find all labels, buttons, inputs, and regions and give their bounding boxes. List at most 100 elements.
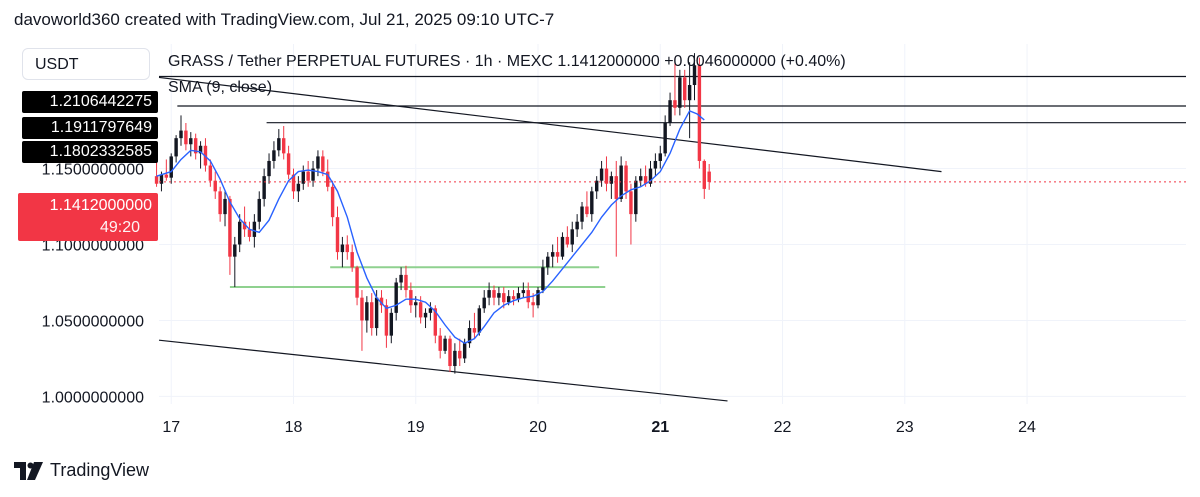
candle-body <box>497 293 501 298</box>
x-tick-label: 23 <box>896 419 914 436</box>
candle-body <box>458 350 462 359</box>
trendline-5 <box>158 339 728 402</box>
candle-body <box>550 252 555 257</box>
candle-body <box>223 198 227 215</box>
sma-line-group <box>156 109 705 345</box>
y-tick-label: 1.0000000000 <box>42 389 144 406</box>
candle-body <box>262 176 266 199</box>
candle-body <box>599 168 604 181</box>
candle-body <box>663 122 667 154</box>
candle-body <box>521 290 526 294</box>
candle-body <box>516 293 521 300</box>
candle-body <box>570 229 574 245</box>
candle-body <box>639 176 643 181</box>
candle-body <box>536 290 540 306</box>
candle-body <box>330 186 335 218</box>
candle-body <box>467 328 472 344</box>
candlestick-chart[interactable]: 1.1500000000 1.1000000000 1.0500000000 1.00… <box>14 44 1186 444</box>
candle-body <box>228 198 232 257</box>
candle-body <box>609 176 614 184</box>
candle-body <box>462 343 467 359</box>
legend-sma[interactable]: SMA (9, close) <box>168 79 273 96</box>
candle-body <box>184 130 188 145</box>
level-label-1: 1.2106442275 <box>22 91 158 113</box>
candle-body <box>164 174 169 178</box>
current-price-value: 1.1412000000 <box>49 197 152 214</box>
candle-body <box>208 165 213 181</box>
x-tick-label: 20 <box>529 419 547 436</box>
candle-body <box>365 302 369 321</box>
candle-body <box>198 145 203 154</box>
candle-body <box>301 171 305 184</box>
candle-body <box>648 168 653 184</box>
candle-body <box>321 156 325 172</box>
candle-body <box>267 160 271 177</box>
candle-body <box>159 174 164 184</box>
candle-body <box>634 180 638 215</box>
candle-body <box>477 308 482 333</box>
candle-body <box>370 302 374 329</box>
candle-body <box>414 302 418 306</box>
candle-body <box>242 221 247 230</box>
candle-body <box>560 236 565 257</box>
tradingview-logo[interactable]: TradingView <box>14 460 149 481</box>
candles <box>154 53 711 374</box>
candle-body <box>404 274 408 291</box>
candle-body <box>355 267 359 298</box>
candle-body <box>277 138 281 151</box>
candle-body <box>643 176 648 184</box>
candle-body <box>257 198 261 222</box>
symbol-selector[interactable]: USDT <box>22 48 150 80</box>
chart-area[interactable]: 1.1500000000 1.1000000000 1.0500000000 1.00… <box>14 44 1186 444</box>
candle-body <box>590 191 594 215</box>
trendline-4 <box>158 76 942 173</box>
candle-body <box>291 174 296 192</box>
candle-body <box>453 350 457 367</box>
candle-body <box>335 217 340 253</box>
level-label-2: 1.1911797649 <box>22 117 158 139</box>
candle-body <box>281 138 286 154</box>
candle-body <box>154 176 159 184</box>
x-tick-label: 22 <box>774 419 792 436</box>
candle-body <box>472 328 477 333</box>
candle-body <box>555 252 560 257</box>
candle-body <box>423 312 428 318</box>
x-axis-labels: 17 18 19 20 21 22 23 24 <box>162 419 1036 436</box>
candle-body <box>653 160 658 169</box>
current-price-label: 1.1412000000 49:20 <box>18 193 158 241</box>
candle-body <box>374 297 379 329</box>
candle-body <box>345 244 349 253</box>
candle-body <box>169 156 173 178</box>
candle-body <box>575 221 579 230</box>
candle-body <box>399 274 403 283</box>
candle-body <box>614 176 618 199</box>
candle-body <box>658 153 662 161</box>
y-axis-labels: 1.1500000000 1.1000000000 1.0500000000 1.00… <box>42 162 144 407</box>
y-tick-label: 1.0500000000 <box>42 313 144 330</box>
candle-body <box>433 308 438 336</box>
candle-body <box>526 290 530 303</box>
candle-body <box>252 221 257 237</box>
grid <box>159 44 1186 404</box>
candle-body <box>409 290 413 306</box>
candle-body <box>360 297 364 321</box>
candle-body <box>482 297 486 309</box>
tradingview-logo-icon <box>14 461 43 480</box>
candle-body <box>619 165 623 199</box>
candle-body <box>296 183 301 192</box>
candle-body <box>438 335 442 351</box>
candle-body <box>174 138 178 157</box>
x-tick-label: 24 <box>1018 419 1036 436</box>
candle-body <box>428 308 433 313</box>
candle-body <box>213 180 217 192</box>
candle-body <box>511 296 516 300</box>
candle-body <box>306 171 310 181</box>
candle-body <box>311 168 315 181</box>
candle-body <box>286 153 291 175</box>
trendlines <box>158 75 1186 402</box>
candle-body <box>384 305 389 336</box>
y-tick-label: 1.1000000000 <box>42 238 144 255</box>
candle-body <box>692 65 697 86</box>
candle-body <box>350 252 354 268</box>
candle-body <box>678 77 682 108</box>
